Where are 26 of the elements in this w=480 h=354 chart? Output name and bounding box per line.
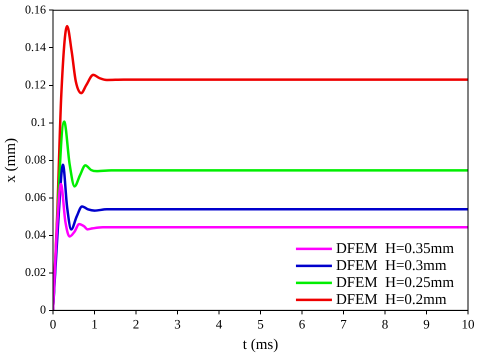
y-tick-label: 0.06: [25, 190, 46, 204]
x-tick-label: 3: [174, 316, 181, 332]
x-tick-label: 0: [50, 316, 56, 332]
y-tick-label: 0.1: [31, 114, 46, 129]
x-tick-label: 9: [423, 316, 430, 332]
legend-label: DFEM H=0.25mm: [336, 274, 454, 291]
y-tick-label: 0.02: [25, 265, 46, 280]
x-tick-label: 6: [298, 316, 306, 332]
x-tick-label: 5: [257, 316, 264, 332]
x-tick-label: 2: [132, 316, 140, 332]
x-tick-label: 10: [462, 316, 474, 332]
x-tick-label: 4: [216, 316, 223, 332]
y-tick-label: 0: [40, 302, 46, 317]
legend-label: DFEM H=0.3mm: [336, 258, 447, 274]
legend-label: DFEM H=0.2mm: [336, 292, 447, 308]
y-tick-label: 0.12: [25, 77, 46, 92]
y-tick-label: 0.16: [25, 2, 46, 16]
y-tick-label: 0.04: [25, 228, 46, 242]
legend-label: DFEM H=0.35mm: [336, 240, 454, 257]
x-tick-label: 8: [382, 316, 388, 332]
x-tick-label: 1: [91, 316, 98, 332]
y-tick-label: 0.14: [25, 40, 46, 54]
y-tick-label: 0.08: [25, 152, 46, 166]
x-axis-title: t (ms): [242, 336, 278, 353]
y-axis-title: x (mm): [2, 138, 19, 183]
x-tick-label: 7: [340, 316, 348, 332]
